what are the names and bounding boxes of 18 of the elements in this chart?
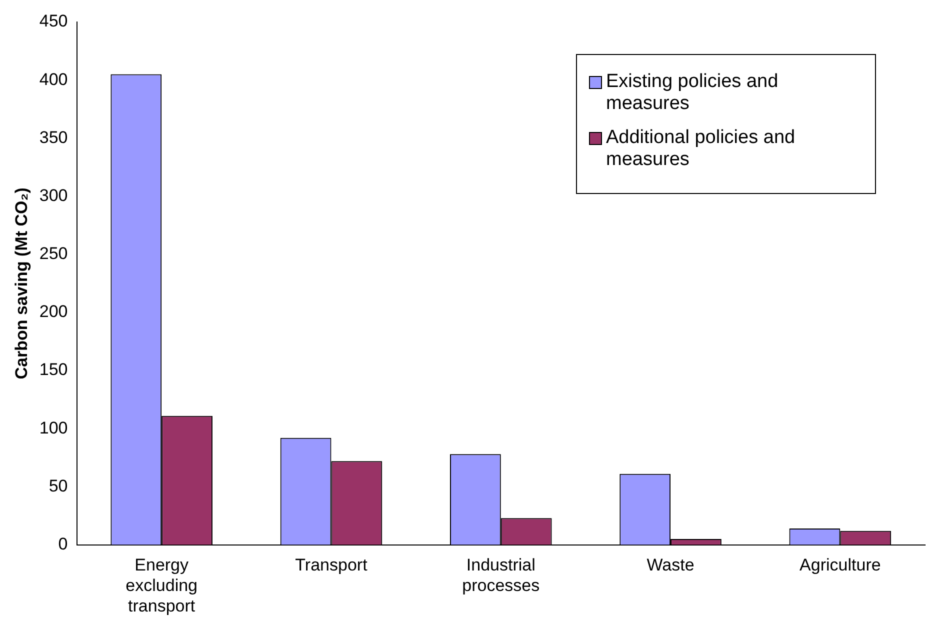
y-tick-label: 0 [58, 534, 68, 554]
x-tick-label: Agriculture [800, 556, 881, 575]
x-tick-label: Waste [646, 556, 694, 575]
y-tick-label: 100 [39, 418, 68, 438]
y-tick-label: 400 [39, 70, 68, 89]
y-tick-label: 450 [39, 12, 68, 31]
y-axis-title: Carbon saving (Mt CO₂) [12, 188, 31, 380]
y-tick-label: 150 [39, 360, 68, 380]
y-tick-label: 50 [48, 476, 68, 496]
y-tick-label: 350 [39, 128, 68, 147]
y-tick-label: 300 [39, 186, 68, 205]
x-tick-label: Energy excluding transport [126, 556, 198, 616]
x-tick-label: Transport [295, 556, 368, 575]
legend-label: Existing policies and measures [606, 71, 780, 115]
x-tick-label: Industrial processes [462, 556, 540, 596]
y-tick-label: 250 [39, 244, 68, 264]
legend-label: Additional policies and measures [606, 127, 796, 171]
y-tick-label: 200 [39, 302, 68, 322]
